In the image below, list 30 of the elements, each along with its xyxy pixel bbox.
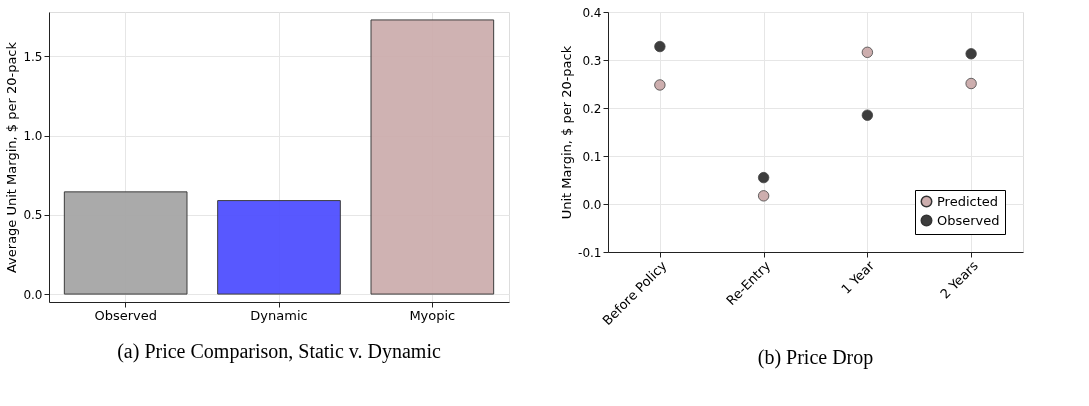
- text: (b) Price Drop: [757, 345, 874, 369]
- y-tick-label: 0.2: [582, 101, 602, 116]
- point: [654, 40, 666, 53]
- y-tick-label: 0.5: [23, 208, 43, 223]
- bar: [63, 191, 188, 295]
- y-tick-label: 0.0: [23, 287, 43, 302]
- point: [965, 77, 977, 90]
- y-tick-label: 0.1: [582, 149, 602, 164]
- point: [757, 190, 770, 202]
- point: [965, 48, 977, 60]
- legend-label: Predicted: [937, 193, 999, 209]
- y-tick-label: 1.0: [23, 129, 43, 144]
- point: [861, 46, 874, 58]
- legend-label: Observed: [937, 212, 1000, 228]
- y-tick-label: 0.0: [582, 197, 602, 212]
- point: [654, 79, 666, 91]
- y-tick-label: 0.4: [582, 5, 602, 20]
- y-tick-label: 0.3: [582, 53, 602, 68]
- x-tick-label: Myopic: [409, 307, 456, 323]
- y-tick-label: -0.1: [578, 245, 602, 260]
- bar: [217, 200, 341, 295]
- text: (a) Price Comparison, Static v. Dynamic: [117, 340, 441, 363]
- x-tick-label: Observed: [94, 307, 157, 323]
- y-axis-title: Average Unit Margin, $ per 20-pack: [4, 41, 20, 274]
- y-tick-label: 1.5: [23, 49, 43, 64]
- point: [757, 171, 770, 184]
- bar: [370, 19, 495, 295]
- point: [861, 109, 874, 121]
- y-axis-title: Unit Margin, $ per 20-pack: [559, 45, 575, 220]
- x-tick-label: Dynamic: [250, 307, 308, 323]
